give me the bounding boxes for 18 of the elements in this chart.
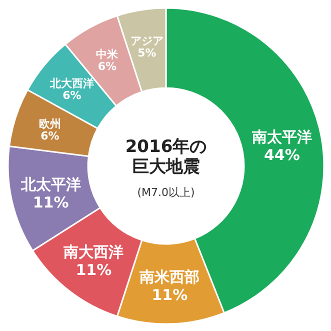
slice-label: 南大西洋: [62, 243, 124, 262]
data-label: 44%: [264, 146, 300, 164]
slice-label: 北太平洋: [20, 176, 81, 194]
slice-label: 南米西部: [138, 268, 200, 286]
data-label: 6%: [62, 89, 82, 102]
data-label: 5%: [138, 46, 156, 60]
slice-label: 南太平洋: [250, 128, 312, 146]
data-label: 6%: [98, 60, 117, 74]
data-label: 6%: [40, 129, 60, 142]
slice-label: アジア: [130, 34, 164, 48]
data-label: 11%: [32, 194, 69, 212]
slice-label: 中米: [96, 48, 120, 62]
slice-label: 北大西洋: [48, 77, 94, 90]
data-label: 11%: [152, 286, 188, 304]
text: (M7.0以上): [137, 186, 195, 199]
data-label: 11%: [76, 261, 112, 280]
slice-label: 欧州: [38, 117, 61, 130]
text: 2016年の巨大地震: [125, 137, 207, 177]
